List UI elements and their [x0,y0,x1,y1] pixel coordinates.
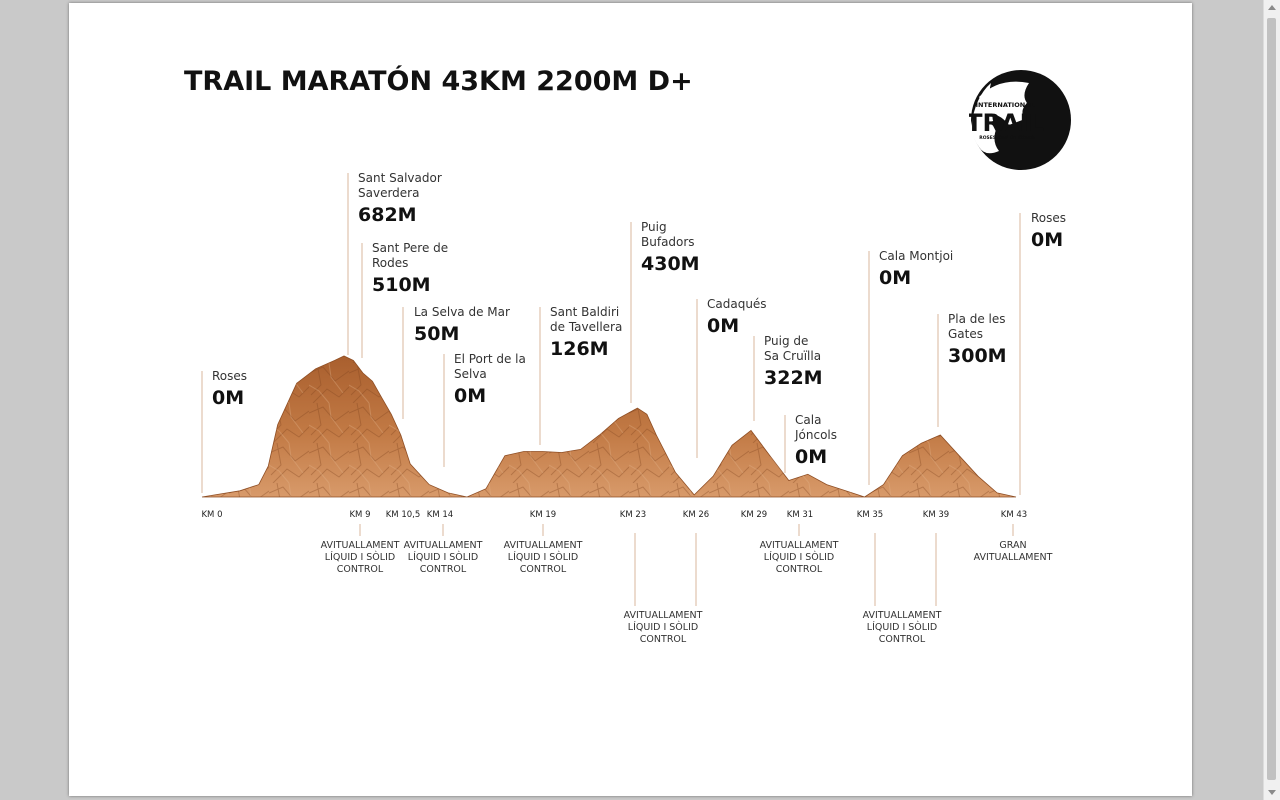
point-label: Pla de les Gates 300M [948,312,1007,368]
point-elevation: 430M [641,253,700,275]
point-name: Sant Pere de Rodes [372,241,449,270]
service-label: AVITUALLAMENT LÍQUID I SÒLID CONTROL [623,610,703,645]
service-label: AVITUALLAMENT LÍQUID I SÒLID CONTROL [320,540,400,575]
km-tick-label: KM 0 [201,510,223,520]
point-name: Cala Jóncols [795,413,838,442]
km-tick-label: KM 39 [922,510,950,520]
point-label: Sant Pere de Rodes 510M [372,241,448,297]
km-tick-label: KM 35 [856,510,884,520]
vertical-scrollbar[interactable] [1263,0,1280,800]
point-name: Sant Baldiri de Tavellera [550,305,623,334]
service-label: AVITUALLAMENT LÍQUID I SÒLID CONTROL [403,540,483,575]
point-elevation: 510M [372,274,431,296]
point-name: Puig de Sa Cruïlla [764,334,822,363]
km-tick-label: KM 9 [349,510,371,520]
service-leaders [359,524,1014,606]
point-label: Roses 0M [1031,211,1066,252]
scroll-down-button[interactable] [1264,784,1280,800]
profile-texture [202,356,1016,497]
point-elevation: 682M [358,204,417,226]
trail-logo: INTERNATIONAL TRAIL ROSES-CAP DE CREUS [969,70,1071,170]
point-label: Cala Montjoi 0M [879,249,953,290]
point-elevation: 0M [707,315,740,337]
point-elevation: 0M [212,387,245,409]
point-name: El Port de la Selva [454,352,526,381]
km-tick-label: KM 26 [682,510,710,520]
point-elevation: 300M [948,345,1007,367]
point-elevation: 0M [454,385,487,407]
scroll-up-button[interactable] [1264,0,1280,16]
point-name: La Selva de Mar [414,305,510,319]
service-label: AVITUALLAMENT LÍQUID I SÒLID CONTROL [759,540,839,575]
point-name: Roses [1031,211,1067,225]
scroll-thumb[interactable] [1267,18,1276,780]
logo-line2: TRAIL [969,109,1044,137]
point-label: Cala Jóncols 0M [795,413,837,469]
point-label: Puig de Sa Cruïlla 322M [764,334,823,390]
point-elevation: 0M [879,267,912,289]
point-name: Cadaqués [707,297,767,311]
km-tick-label: KM 19 [529,510,557,520]
point-label: Puig Bufadors 430M [641,220,700,276]
point-name: Roses [212,369,248,383]
point-elevation: 50M [414,323,460,345]
point-name: Sant Salvador Saverdera [358,171,442,200]
leader-lines [201,173,1021,495]
point-elevation: 0M [1031,229,1064,251]
point-label: El Port de la Selva 0M [454,352,526,408]
logo-line3: ROSES-CAP DE CREUS [979,135,1034,141]
elevation-profile-chart [201,173,1021,606]
service-label: AVITUALLAMENT LÍQUID I SÒLID CONTROL [503,540,583,575]
point-elevation: 0M [795,446,828,468]
km-tick-label: KM 31 [786,510,814,520]
service-label: GRAN AVITUALLAMENT [973,540,1053,563]
logo-line1: INTERNATIONAL [976,101,1035,109]
km-tick-label: KM 43 [1000,510,1028,520]
point-label: Cadaqués 0M [707,297,767,338]
point-elevation: 126M [550,338,609,360]
km-tick-label: KM 29 [740,510,768,520]
document-page: TRAIL MARATÓN 43KM 2200M D+ INTERNATIONA… [69,3,1192,796]
km-tick-label: KM 10,5 [385,510,421,520]
page-title: TRAIL MARATÓN 43KM 2200M D+ [184,66,693,97]
point-name: Puig Bufadors [641,220,695,249]
service-label: AVITUALLAMENT LÍQUID I SÒLID CONTROL [862,610,942,645]
km-tick-label: KM 14 [426,510,454,520]
point-label: Sant Salvador Saverdera 682M [358,171,442,227]
elevation-profile [201,355,1017,498]
point-label: La Selva de Mar 50M [414,305,510,346]
point-name: Pla de les Gates [948,312,1006,341]
km-tick-label: KM 23 [619,510,647,520]
point-label: Sant Baldiri de Tavellera 126M [550,305,622,361]
point-name: Cala Montjoi [879,249,954,263]
point-elevation: 322M [764,367,823,389]
point-label: Roses 0M [212,369,247,410]
